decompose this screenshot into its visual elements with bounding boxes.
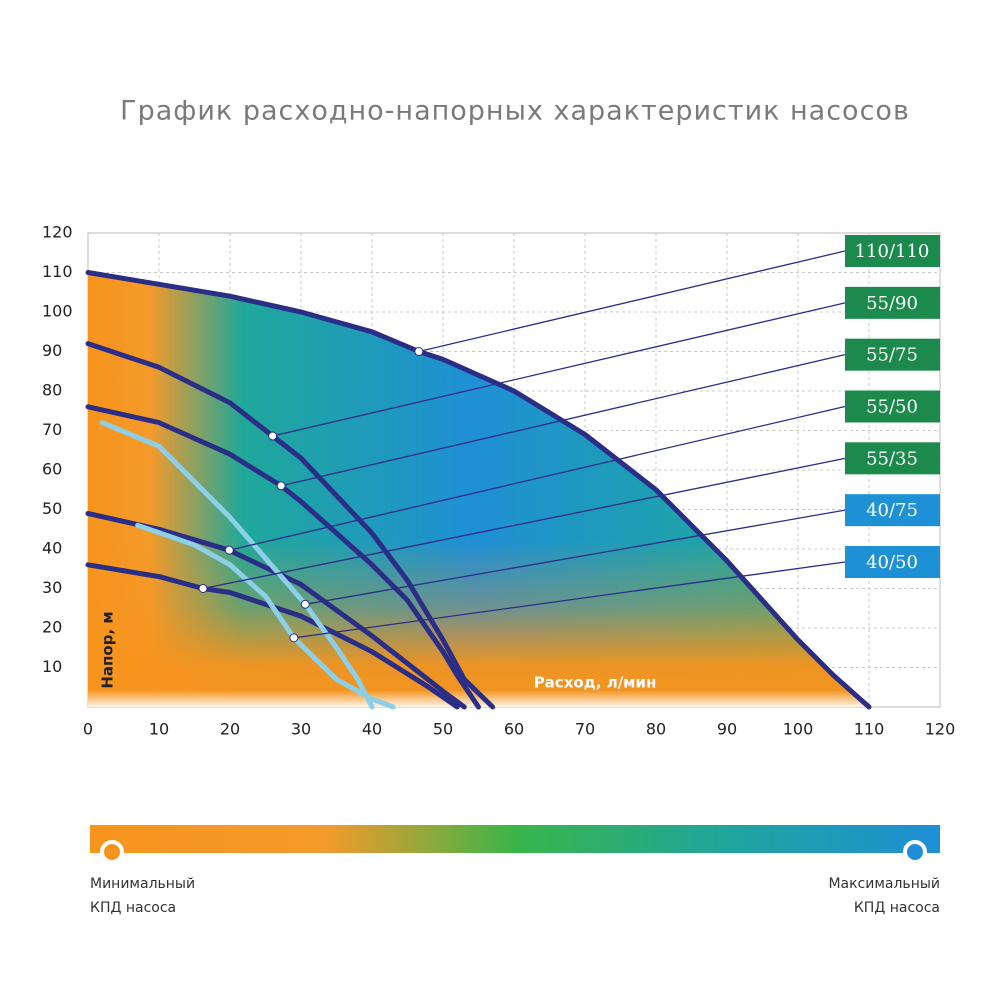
x-tick-label: 0 bbox=[83, 720, 93, 739]
leader-line bbox=[293, 561, 846, 639]
scale-min-label: Минимальный bbox=[90, 876, 195, 892]
legend-label: 40/75 bbox=[866, 500, 918, 521]
legend-box bbox=[845, 442, 940, 475]
legend-box bbox=[845, 235, 940, 267]
y-tick-label: 80 bbox=[42, 381, 62, 400]
series-line bbox=[85, 562, 460, 710]
y-tick-label: 70 bbox=[42, 420, 62, 439]
scale-min-dot bbox=[100, 840, 124, 864]
x-tick-label: 60 bbox=[504, 720, 524, 739]
leader-line bbox=[305, 509, 846, 605]
efficiency-scale: Минимальный КПД насоса Максимальный КПД … bbox=[90, 825, 940, 916]
legend-box bbox=[845, 338, 940, 371]
y-axis-label: Напор, м bbox=[99, 611, 117, 688]
series-line bbox=[85, 404, 481, 710]
chart-title: График расходно-напорных характеристик н… bbox=[120, 96, 910, 127]
x-tick-label: 20 bbox=[220, 720, 240, 739]
scale-max-label: КПД насоса bbox=[854, 900, 940, 916]
area-fill bbox=[88, 272, 869, 707]
label-point bbox=[414, 347, 424, 356]
scale-max-label: Максимальный bbox=[828, 876, 940, 892]
series-line bbox=[85, 511, 467, 710]
y-tick-label: 20 bbox=[42, 618, 62, 637]
series-line bbox=[85, 341, 496, 710]
scale-min-label: КПД насоса bbox=[90, 900, 176, 916]
x-axis-label: Расход, л/мин bbox=[534, 674, 657, 692]
legend-box bbox=[845, 494, 940, 527]
x-tick-label: 110 bbox=[854, 720, 885, 739]
label-point bbox=[276, 481, 286, 491]
label-point bbox=[300, 599, 310, 609]
series-line bbox=[135, 522, 396, 710]
legend-box bbox=[845, 390, 940, 423]
leader-line bbox=[229, 405, 846, 551]
y-tick-label: 50 bbox=[42, 499, 62, 518]
y-tick-label: 30 bbox=[42, 578, 62, 597]
x-tick-label: 70 bbox=[575, 720, 595, 739]
scale-max-dot bbox=[903, 840, 927, 864]
y-tick-label: 100 bbox=[42, 302, 73, 321]
label-point bbox=[268, 431, 278, 441]
legend-box bbox=[845, 546, 940, 578]
x-tick-label: 90 bbox=[717, 720, 737, 739]
legend-label: 40/50 bbox=[866, 552, 918, 573]
label-point bbox=[224, 545, 234, 555]
x-tick-label: 120 bbox=[925, 720, 956, 739]
efficiency-area bbox=[88, 272, 869, 707]
x-tick-label: 50 bbox=[433, 720, 453, 739]
leader-line bbox=[418, 250, 846, 353]
x-tick-label: 30 bbox=[291, 720, 311, 739]
y-tick-label: 40 bbox=[42, 539, 62, 558]
scale-bar bbox=[90, 825, 940, 853]
y-tick-label: 10 bbox=[42, 657, 62, 676]
plot-area: 0 10 20 30 40 50 60 70 80 90 100 110 120 10 20 30 40 50 60… bbox=[42, 223, 955, 739]
leader-line bbox=[272, 302, 846, 437]
x-tick-label: 80 bbox=[646, 720, 666, 739]
label-point bbox=[198, 584, 208, 593]
legend-label: 55/50 bbox=[866, 397, 918, 418]
legend-label: 55/75 bbox=[866, 345, 918, 366]
x-tick-label: 10 bbox=[149, 720, 169, 739]
legend-label: 55/90 bbox=[866, 293, 918, 314]
y-tick-label: 110 bbox=[42, 262, 73, 281]
legend-label: 55/35 bbox=[866, 448, 918, 469]
x-tick-label: 40 bbox=[362, 720, 382, 739]
legend-label: 110/110 bbox=[855, 241, 930, 262]
y-tick-label: 90 bbox=[42, 341, 62, 360]
leader-line bbox=[202, 457, 846, 590]
y-tick-label: 60 bbox=[42, 460, 62, 479]
legend-box bbox=[845, 286, 940, 319]
x-tick-label: 100 bbox=[783, 720, 814, 739]
label-point bbox=[289, 633, 299, 643]
y-tick-label: 120 bbox=[42, 223, 73, 242]
series-line bbox=[85, 270, 872, 710]
leader-line bbox=[280, 354, 846, 487]
